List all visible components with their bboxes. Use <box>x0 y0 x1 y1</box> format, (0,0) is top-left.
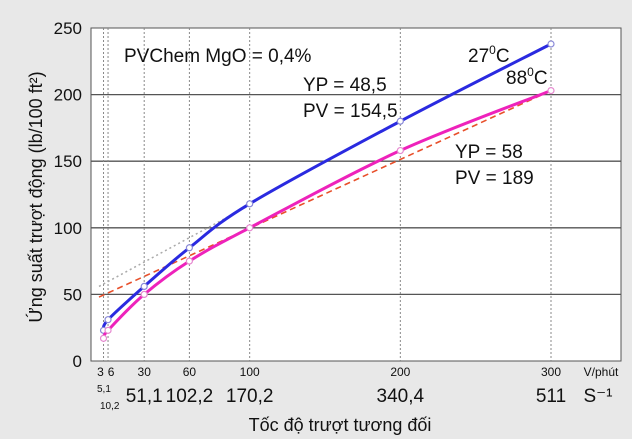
x-tick-bottom-200: 340,4 <box>377 386 425 407</box>
y-tick-labels: 0 50 100 150 200 250 <box>54 19 82 371</box>
series-1-point-4 <box>185 244 193 252</box>
y-tick-100: 100 <box>54 219 82 238</box>
series-line-2 <box>101 89 552 340</box>
plot-area <box>90 27 622 362</box>
annotation-pv-88c: PV = 189 <box>455 168 534 189</box>
series-1-point-2 <box>104 316 112 324</box>
x-tick-bottom-60: 102,2 <box>166 386 214 407</box>
series-line-1 <box>101 42 552 331</box>
annotation-yp-27c: YP = 48,5 <box>303 75 387 96</box>
x-tick-top-60: 60 <box>183 365 197 379</box>
annotation-27c: 270C <box>468 43 510 67</box>
series-2-point-5 <box>246 224 254 232</box>
series-2-point-2 <box>104 326 112 334</box>
x-tick-top-300: 300 <box>541 365 561 379</box>
series-1-point-3 <box>140 282 148 291</box>
series-2-point-4 <box>185 257 193 265</box>
series-2-point-7 <box>547 87 555 95</box>
y-axis-title: Ứng suất trượt động (lb/100 ft²) <box>25 71 46 322</box>
annotation-yp-88c: YP = 58 <box>455 142 523 163</box>
y-tick-150: 150 <box>54 152 82 171</box>
y-tick-250: 250 <box>54 19 82 38</box>
y-tick-200: 200 <box>54 86 82 105</box>
series-1-point-7 <box>547 40 555 48</box>
x-tick-top-100: 100 <box>240 365 260 379</box>
x-tick-bottom-small-1: 5,1 <box>97 384 111 395</box>
x-axis-title: Tốc độ trượt tương đối <box>249 415 432 435</box>
annotation-27c-sup: 0 <box>489 43 496 57</box>
annotation-27c-unit: C <box>496 46 510 67</box>
series-2-point-3 <box>140 290 148 298</box>
x-tick-labels: 3 6 30 60 100 200 300 V/phút 5,1 10,2 51,1 102,2 170… <box>97 365 619 412</box>
annotation-additive: PVChem MgO = 0,4% <box>124 46 312 67</box>
annotation-88c-sup: 0 <box>527 65 534 79</box>
series-lines <box>99 40 555 342</box>
series-1-point-6 <box>396 117 404 125</box>
annotation-27c-base: 27 <box>468 46 489 67</box>
x-tick-top-200: 200 <box>390 365 410 379</box>
horizontal-gridlines <box>91 93 621 296</box>
x-tick-bottom-300: 511 <box>536 386 566 407</box>
series-1-point-5 <box>246 200 254 208</box>
annotation-pv-27c: PV = 154,5 <box>303 101 398 122</box>
annotation-88c: 880C <box>506 65 548 89</box>
x-tick-top-30: 30 <box>138 365 152 379</box>
x-unit-bottom: S⁻¹ <box>583 386 612 407</box>
x-tick-bottom-small-2: 10,2 <box>100 401 120 412</box>
fit-lines <box>98 89 552 298</box>
x-tick-bottom-30: 51,1 <box>126 386 163 407</box>
y-tick-0: 0 <box>73 352 82 371</box>
x-tick-top-3: 3 <box>97 365 104 379</box>
x-tick-bottom-100: 170,2 <box>226 386 274 407</box>
fit-line-1 <box>98 204 251 288</box>
x-tick-top-6: 6 <box>108 365 115 379</box>
fit-line-2 <box>98 89 552 298</box>
y-tick-50: 50 <box>63 285 82 304</box>
vertical-gridlines <box>103 28 552 361</box>
annotation-88c-unit: C <box>534 68 548 89</box>
series-2-point-6 <box>396 146 404 155</box>
series-2-point-1 <box>99 334 108 342</box>
x-unit-top: V/phút <box>584 365 619 379</box>
annotation-88c-base: 88 <box>506 68 527 89</box>
